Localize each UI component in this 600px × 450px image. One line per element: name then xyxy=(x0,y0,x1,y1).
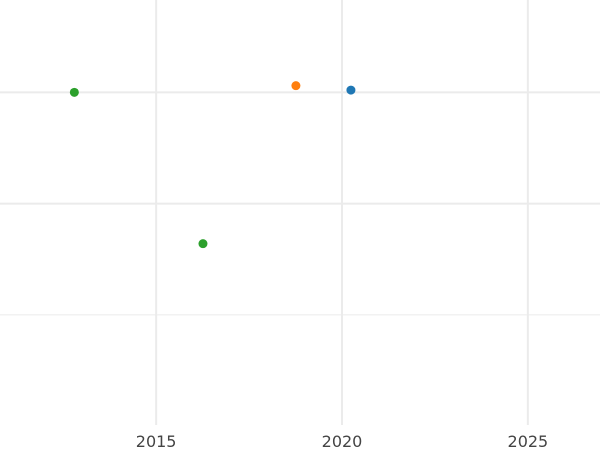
points xyxy=(69,81,356,249)
x-tick-label: 2025 xyxy=(508,432,549,450)
data-point xyxy=(198,239,208,249)
data-point xyxy=(346,85,356,95)
x-tick-label: 2020 xyxy=(322,432,363,450)
data-point xyxy=(291,81,301,91)
x-tick-label: 2015 xyxy=(136,432,177,450)
data-point xyxy=(69,87,79,97)
grid xyxy=(0,0,600,425)
x-axis-ticks: 2015 2020 2025 xyxy=(136,432,548,450)
